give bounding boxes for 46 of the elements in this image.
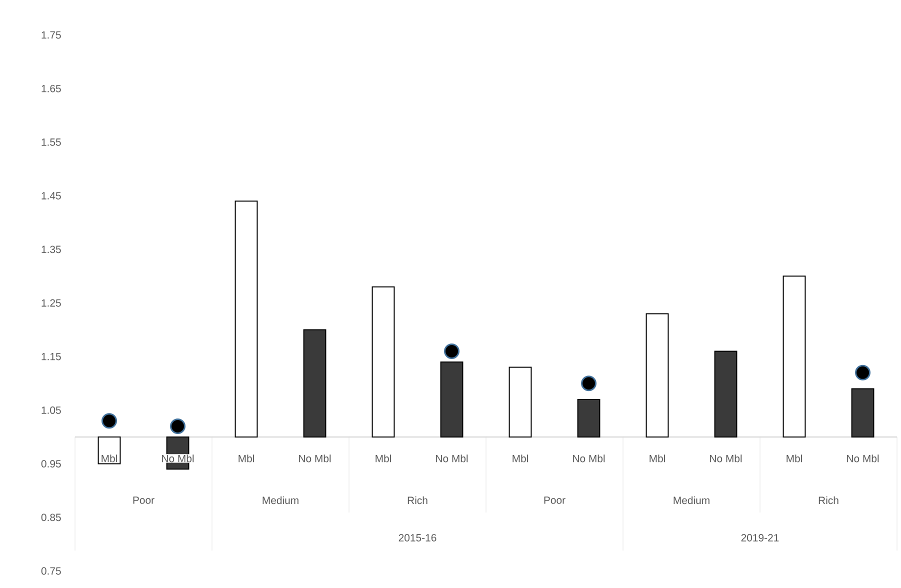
annotation: Poor	[544, 496, 566, 504]
y-tick-label: 0.75	[41, 567, 61, 575]
y-tick-label: 1.45	[42, 192, 61, 200]
bar	[714, 350, 738, 438]
annotation: Medium	[674, 496, 710, 504]
x-tick-label: Mbl	[102, 454, 117, 462]
bar	[303, 329, 326, 438]
bar	[440, 361, 464, 438]
point	[855, 364, 871, 380]
y-tick-label: 1.35	[42, 246, 61, 254]
x-tick-label: No Mbl	[299, 454, 331, 462]
x-tick-label: Mbl	[376, 454, 391, 462]
y-tick-label: 0.95	[41, 460, 61, 468]
y-tick-label: 1.75	[42, 31, 61, 39]
point	[170, 418, 186, 434]
y-tick-label: 1.55	[42, 138, 61, 146]
x-tick-label: No Mbl	[573, 454, 605, 462]
x-tick-label: No Mbl	[162, 454, 194, 462]
y-tick-label: 1.25	[42, 299, 61, 307]
x-tick-label: No Mbl	[436, 454, 468, 462]
y-tick-label: 1.15	[42, 352, 61, 360]
annotation: Rich	[408, 496, 428, 504]
bar	[577, 398, 600, 438]
x-tick-label: Mbl	[786, 454, 802, 462]
bar	[508, 366, 532, 438]
point	[581, 376, 597, 392]
annotation: 2019-21	[741, 534, 779, 542]
bar	[782, 276, 806, 438]
x-tick-label: Mbl	[238, 454, 254, 462]
y-tick-label: 1.05	[42, 406, 61, 414]
bar	[372, 286, 395, 438]
annotation: Poor	[133, 496, 154, 504]
annotation: 2015-16	[398, 534, 436, 542]
x-tick-label: No Mbl	[847, 454, 879, 462]
x-tick-label: Mbl	[512, 454, 528, 462]
bar	[234, 200, 258, 438]
bar	[646, 313, 669, 438]
x-tick-label: Mbl	[650, 454, 665, 462]
y-tick-label: 1.65	[42, 84, 61, 92]
x-tick-label: No Mbl	[710, 454, 742, 462]
annotation: Medium	[262, 496, 298, 504]
point	[102, 413, 118, 429]
point	[444, 343, 460, 359]
y-tick-label: 0.85	[41, 514, 61, 522]
bar	[851, 388, 874, 438]
annotation: Rich	[818, 496, 838, 504]
